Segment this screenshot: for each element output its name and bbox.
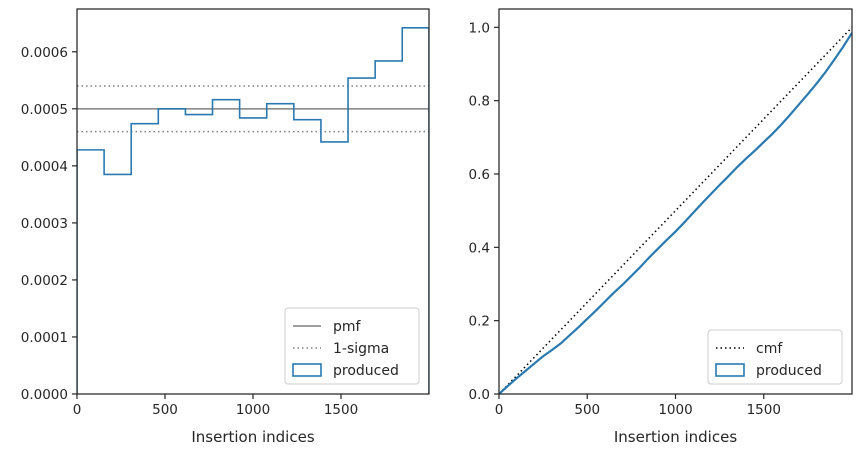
y-tick-label: 1.0 bbox=[469, 20, 490, 36]
x-axis-label: Insertion indices bbox=[191, 428, 314, 446]
x-tick-label: 1000 bbox=[658, 402, 692, 418]
plot-area bbox=[499, 26, 852, 394]
y-tick-label: 0.0002 bbox=[21, 273, 68, 289]
histogram-panel: 0 500 1000 1500 0.0000 0.0001 0.0002 0.0003 0.00… bbox=[21, 8, 430, 446]
y-tick-label: 0.0001 bbox=[21, 330, 68, 346]
y-tick-label: 0.6 bbox=[469, 167, 490, 183]
y-tick-label: 0.0003 bbox=[21, 216, 68, 232]
y-tick-label: 0.0000 bbox=[21, 387, 68, 403]
legend-label: cmf bbox=[756, 341, 783, 357]
legend-label: produced bbox=[333, 363, 399, 379]
x-tick-label: 1500 bbox=[747, 402, 781, 418]
y-tick-label: 0.2 bbox=[469, 314, 490, 330]
legend-label: pmf bbox=[333, 319, 362, 335]
legend: pmf 1-sigma produced bbox=[284, 307, 420, 385]
y-tick-label: 0.8 bbox=[469, 94, 490, 110]
y-tick-label: 0.0 bbox=[469, 387, 490, 403]
produced-series-line bbox=[499, 32, 852, 394]
legend-label: 1-sigma bbox=[333, 341, 389, 357]
x-tick-label: 500 bbox=[574, 402, 600, 418]
x-tick-label: 1000 bbox=[236, 402, 270, 418]
y-tick-label: 0.0004 bbox=[21, 159, 68, 175]
plot-area bbox=[77, 27, 429, 394]
produced-legend-handle bbox=[715, 363, 745, 377]
x-tick-label: 0 bbox=[73, 402, 82, 418]
legend-box bbox=[707, 329, 843, 385]
cmf-series-line bbox=[499, 26, 852, 394]
legend-label: produced bbox=[756, 363, 822, 379]
legend-box bbox=[284, 307, 420, 385]
x-tick-label: 500 bbox=[152, 402, 178, 418]
legend: cmf produced bbox=[707, 329, 843, 385]
produced-histogram-step bbox=[77, 27, 429, 394]
x-tick-label: 1500 bbox=[324, 402, 358, 418]
x-axis-label: Insertion indices bbox=[614, 428, 737, 446]
y-tick-label: 0.0005 bbox=[21, 102, 68, 118]
produced-legend-handle bbox=[292, 363, 322, 377]
y-tick-label: 0.4 bbox=[469, 240, 490, 256]
x-tick-label: 0 bbox=[495, 402, 504, 418]
y-tick-label: 0.0006 bbox=[21, 45, 68, 61]
cdf-panel: 0 500 1000 1500 0.0 0.2 0.4 0.6 0.8 1.0 Insertion … bbox=[469, 8, 853, 446]
